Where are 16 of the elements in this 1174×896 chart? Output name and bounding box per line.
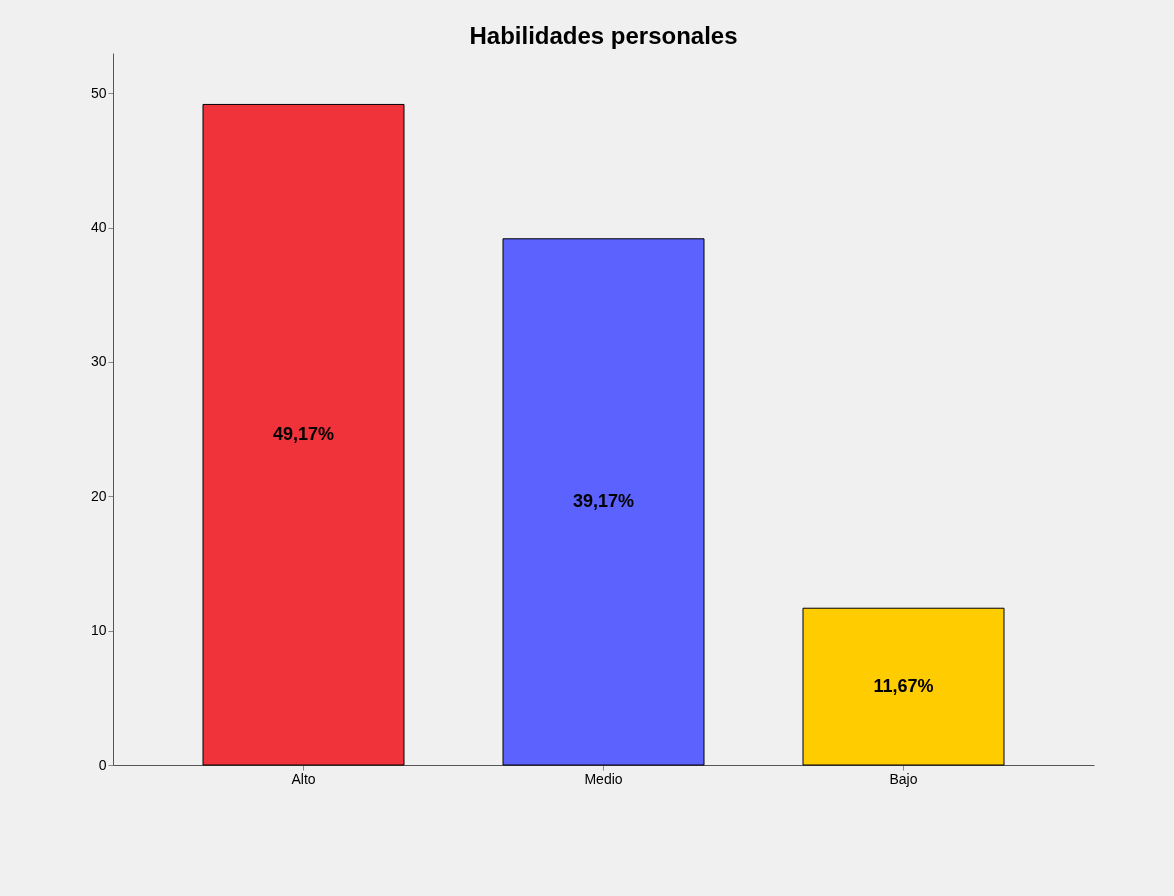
y-tick-label: 20 bbox=[90, 487, 107, 504]
bar bbox=[202, 103, 405, 766]
y-tick-label: 0 bbox=[98, 756, 107, 773]
data-label: 39,17% bbox=[572, 490, 635, 511]
chart-title: Habilidades personales bbox=[469, 22, 738, 49]
data-label: 11,67% bbox=[873, 675, 934, 696]
y-tick-label: 40 bbox=[90, 219, 107, 236]
x-tick-label: Medio bbox=[584, 770, 623, 787]
x-tick-label: Bajo bbox=[889, 770, 918, 787]
data-label: 49,17% bbox=[272, 423, 335, 444]
x-tick-label: Alto bbox=[291, 770, 316, 787]
y-tick-label: 30 bbox=[90, 353, 107, 370]
bar bbox=[502, 238, 705, 766]
bar bbox=[802, 607, 1005, 766]
y-tick-label: 50 bbox=[90, 84, 107, 101]
y-tick-label: 10 bbox=[90, 622, 107, 639]
